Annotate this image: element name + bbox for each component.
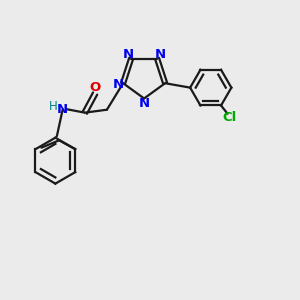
Text: N: N xyxy=(139,97,150,110)
Text: N: N xyxy=(57,103,68,116)
Text: Cl: Cl xyxy=(222,111,236,124)
Text: N: N xyxy=(122,48,134,61)
Text: O: O xyxy=(89,80,101,94)
Text: N: N xyxy=(112,78,124,92)
Text: H: H xyxy=(49,100,57,113)
Text: N: N xyxy=(154,48,166,61)
